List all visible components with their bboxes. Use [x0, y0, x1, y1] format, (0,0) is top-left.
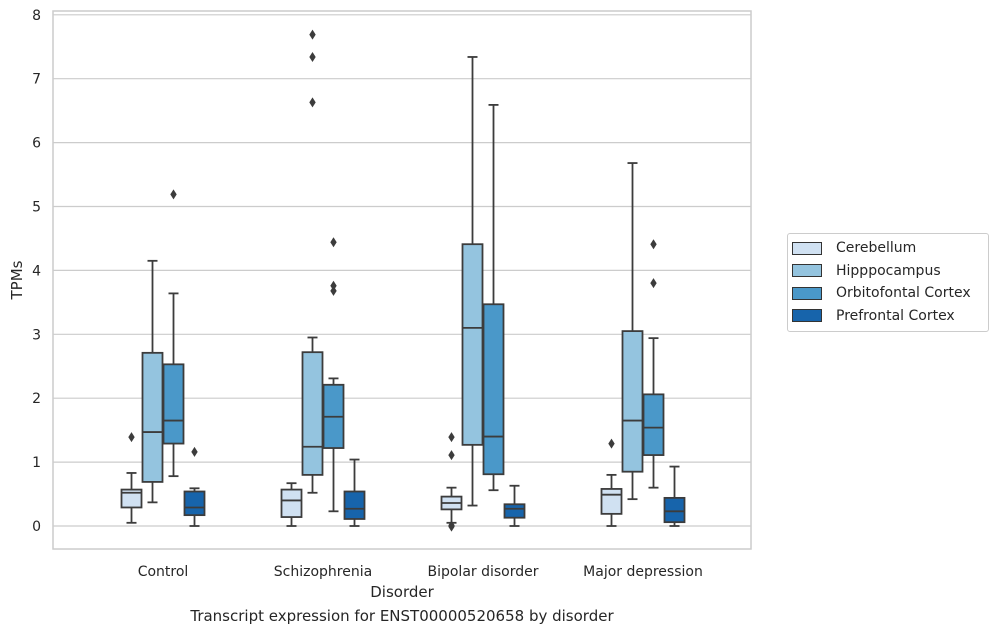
y-tick-label: 3 — [32, 327, 41, 343]
box-iqr — [120, 488, 143, 509]
box-iqr — [301, 351, 324, 476]
legend-label: Hipppocampus — [836, 262, 941, 279]
box-orbitofontal-cortex — [162, 189, 185, 478]
box-iqr — [461, 243, 484, 446]
x-tick-label: Control — [138, 564, 189, 580]
outlier-marker — [330, 237, 337, 248]
box-prefrontal-cortex — [343, 458, 366, 527]
box-iqr — [280, 488, 303, 518]
box-prefrontal-cortex — [183, 446, 206, 527]
y-tick-label: 1 — [32, 455, 41, 471]
outlier-marker — [309, 29, 316, 40]
outlier-marker — [448, 521, 455, 532]
legend-swatch — [792, 241, 822, 255]
box-cerebellum — [440, 432, 463, 532]
y-tick-label: 4 — [32, 263, 41, 279]
legend-swatch — [792, 286, 822, 300]
outlier-marker — [330, 280, 337, 291]
box-hipppocampus — [301, 29, 324, 494]
outlier-marker — [170, 189, 177, 200]
legend-item: Orbitofontal Cortex — [788, 282, 988, 305]
y-tick-label: 5 — [32, 200, 41, 216]
box-cerebellum — [280, 482, 303, 527]
outlier-marker — [191, 446, 198, 457]
legend-label: Prefrontal Cortex — [836, 307, 955, 324]
box-iqr — [162, 363, 185, 445]
legend-label: Cerebellum — [836, 240, 917, 257]
outlier-marker — [650, 239, 657, 250]
box-iqr — [663, 496, 686, 524]
outlier-marker — [608, 438, 615, 449]
box-iqr — [621, 330, 644, 473]
boxes-layer — [120, 29, 686, 532]
plot-frame — [52, 10, 752, 550]
box-cerebellum — [120, 432, 143, 524]
box-iqr — [503, 503, 526, 519]
box-prefrontal-cortex — [503, 484, 526, 527]
box-orbitofontal-cortex — [642, 239, 665, 489]
box-cerebellum — [600, 438, 623, 527]
chart-caption: Transcript expression for ENST0000052065… — [190, 607, 614, 625]
x-tick-label: Schizophrenia — [274, 564, 372, 580]
outlier-marker — [128, 432, 135, 443]
box-orbitofontal-cortex — [482, 103, 505, 492]
y-axis-label: TPMs — [8, 260, 26, 300]
x-axis-label: Disorder — [370, 583, 434, 601]
legend-label: Orbitofontal Cortex — [836, 285, 971, 302]
y-tick-label: 7 — [32, 72, 41, 88]
box-iqr — [482, 303, 505, 476]
box-prefrontal-cortex — [663, 465, 686, 527]
legend-swatch — [792, 264, 822, 278]
box-iqr — [343, 490, 366, 520]
legend-item: Hipppocampus — [788, 260, 988, 283]
y-axis-ticks: 0 1 2 3 4 5 6 7 8 — [32, 8, 41, 535]
outlier-marker — [448, 432, 455, 443]
legend-item: Cerebellum — [788, 237, 988, 260]
x-tick-label: Major depression — [583, 564, 703, 580]
y-tick-label: 6 — [32, 136, 41, 152]
box-iqr — [183, 490, 206, 517]
outlier-marker — [309, 51, 316, 62]
y-tick-label: 8 — [32, 8, 41, 24]
x-tick-label: Bipolar disorder — [427, 564, 538, 580]
y-tick-label: 2 — [32, 391, 41, 407]
outlier-marker — [650, 278, 657, 289]
x-axis-ticks: Control Schizophrenia Bipolar disorder Majo… — [138, 564, 703, 580]
outlier-marker — [448, 450, 455, 461]
outlier-marker — [330, 285, 337, 296]
box-hipppocampus — [141, 259, 164, 504]
y-tick-label: 0 — [32, 519, 41, 535]
box-iqr — [600, 488, 623, 515]
legend-item: Prefrontal Cortex — [788, 305, 988, 328]
outlier-marker — [309, 97, 316, 108]
legend-swatch — [792, 309, 822, 323]
box-iqr — [141, 351, 164, 483]
box-hipppocampus — [461, 56, 484, 507]
box-hipppocampus — [621, 162, 644, 501]
box-orbitofontal-cortex — [322, 237, 345, 513]
box-iqr — [642, 393, 665, 456]
legend: Cerebellum Hipppocampus Orbitofontal Corte… — [787, 233, 989, 332]
